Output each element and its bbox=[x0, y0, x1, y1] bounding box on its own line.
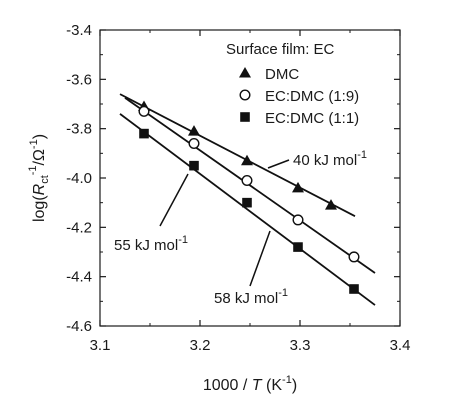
legend-label: DMC bbox=[265, 66, 299, 83]
y-axis-title-sup2: -1 bbox=[28, 139, 40, 149]
x-axis-title-close: ) bbox=[292, 377, 297, 394]
x-axis-title-sup: -1 bbox=[282, 374, 292, 386]
y-tick-label: -4.6 bbox=[66, 318, 92, 335]
point-ec-dmc-1-9 bbox=[241, 174, 253, 186]
point-ec-dmc-1-1 bbox=[139, 128, 149, 139]
x-tick-label: 3.2 bbox=[190, 337, 211, 354]
point-ec-dmc-1-9 bbox=[138, 105, 150, 117]
fit-line-dmc bbox=[119, 93, 356, 218]
legend-marker-dmc bbox=[239, 67, 251, 78]
x-tick-label: 3.4 bbox=[390, 337, 411, 354]
activation-energy-value: 55 kJ mol bbox=[114, 237, 178, 254]
y-axis-title-sub: ct bbox=[39, 175, 51, 184]
activation-energy-unit-sup: -1 bbox=[357, 149, 367, 161]
y-axis-title-var: R bbox=[31, 183, 48, 195]
axis-ticks: 3.1 3.2 3.3 3.4 -4.6 -4.4 -4.2 -4.0 -3.8 -3.6 -3.4 bbox=[66, 22, 410, 354]
activation-energy-annotations: 40 kJ mol-155 kJ mol-158 kJ mol-1 bbox=[114, 149, 367, 307]
legend-label: EC:DMC (1:1) bbox=[265, 110, 359, 127]
y-tick-label: -3.8 bbox=[66, 121, 92, 138]
activation-energy-label: 40 kJ mol-1 bbox=[293, 149, 367, 169]
y-tick-label: -3.6 bbox=[66, 71, 92, 88]
annotation-leader-line bbox=[249, 230, 271, 287]
legend-marker-ec-dmc-1-1 bbox=[240, 112, 250, 122]
point-dmc bbox=[292, 181, 304, 193]
y-axis-title-pre: log( bbox=[31, 195, 48, 222]
x-axis-title-var: T bbox=[252, 377, 263, 394]
legend: Surface film: EC DMC EC:DMC (1:9) EC:DMC (1… bbox=[226, 41, 359, 127]
activation-energy-label: 55 kJ mol-1 bbox=[114, 234, 188, 254]
point-ec-dmc-1-1 bbox=[242, 197, 252, 208]
activation-energy-label: 58 kJ mol-1 bbox=[214, 287, 288, 307]
y-tick-label: -4.4 bbox=[66, 269, 92, 286]
y-axis-title-close: ) bbox=[31, 134, 48, 139]
y-axis-title-sup1: -1 bbox=[27, 165, 39, 175]
fit-lines bbox=[119, 93, 376, 306]
fit-line-ec-dmc-1-1 bbox=[119, 113, 376, 306]
annotation-leader-line bbox=[159, 173, 189, 227]
point-ec-dmc-1-1 bbox=[293, 242, 303, 252]
annotation-leader-line bbox=[267, 159, 290, 169]
point-ec-dmc-1-1 bbox=[189, 160, 199, 171]
point-dmc bbox=[241, 154, 253, 166]
y-axis-title: log(Rct-1/Ω-1) bbox=[27, 134, 51, 222]
y-tick-label: -3.4 bbox=[66, 22, 92, 39]
activation-energy-unit-sup: -1 bbox=[278, 287, 288, 299]
x-axis-title-unit: (K bbox=[262, 377, 283, 394]
legend-title: Surface film: EC bbox=[226, 41, 335, 58]
point-dmc bbox=[188, 125, 200, 136]
activation-energy-value: 58 kJ mol bbox=[214, 290, 278, 307]
y-tick-label: -4.2 bbox=[66, 219, 92, 236]
legend-label: EC:DMC (1:9) bbox=[265, 88, 359, 105]
point-ec-dmc-1-9 bbox=[188, 137, 200, 149]
x-axis-title-pre: 1000 / bbox=[203, 377, 252, 394]
data-points bbox=[138, 100, 360, 294]
fit-line-ec-dmc-1-9 bbox=[124, 97, 376, 274]
activation-energy-unit-sup: -1 bbox=[178, 234, 188, 246]
y-tick-label: -4.0 bbox=[66, 170, 92, 187]
x-axis-title: 1000 / T (K-1) bbox=[203, 374, 297, 394]
point-ec-dmc-1-9 bbox=[292, 214, 304, 226]
x-tick-label: 3.3 bbox=[290, 337, 311, 354]
point-dmc bbox=[325, 199, 337, 210]
legend-marker-ec-dmc-1-9 bbox=[239, 89, 251, 101]
activation-energy-value: 40 kJ mol bbox=[293, 152, 357, 169]
point-ec-dmc-1-1 bbox=[349, 284, 359, 294]
x-tick-label: 3.1 bbox=[90, 337, 111, 354]
y-axis-title-mid: /Ω bbox=[31, 149, 48, 165]
point-ec-dmc-1-9 bbox=[348, 251, 360, 263]
